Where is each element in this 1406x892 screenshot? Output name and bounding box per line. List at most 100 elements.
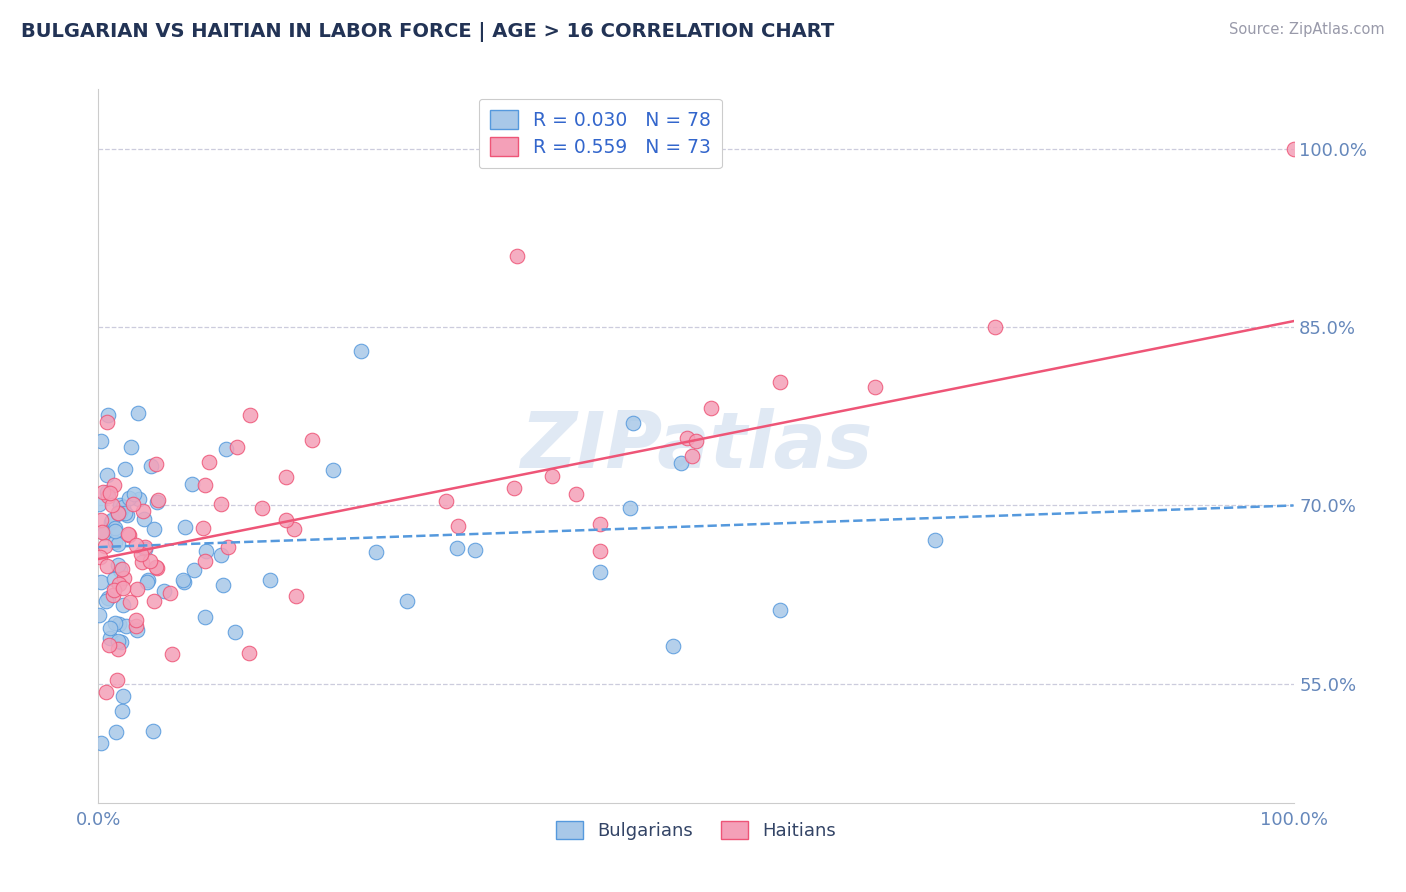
Point xyxy=(768,376,790,390)
Point xyxy=(97,489,120,503)
Point xyxy=(90,513,112,527)
Point xyxy=(350,343,373,358)
Point xyxy=(112,571,135,585)
Point xyxy=(259,573,281,587)
Point xyxy=(107,506,129,520)
Point xyxy=(139,458,162,473)
Point xyxy=(127,582,149,596)
Point xyxy=(160,648,183,662)
Point xyxy=(111,500,134,515)
Point xyxy=(134,540,156,554)
Point xyxy=(104,725,127,739)
Point xyxy=(671,456,693,470)
Point xyxy=(129,547,152,561)
Point xyxy=(117,526,139,541)
Point xyxy=(98,638,121,652)
Point xyxy=(183,563,205,577)
Point xyxy=(172,573,194,587)
Point xyxy=(173,574,195,589)
Point xyxy=(98,621,121,635)
Point xyxy=(136,574,159,588)
Point xyxy=(214,442,236,456)
Point xyxy=(924,533,946,548)
Point xyxy=(108,617,131,632)
Point xyxy=(94,685,117,699)
Point xyxy=(148,493,170,508)
Point xyxy=(238,646,260,660)
Point xyxy=(131,554,153,568)
Point xyxy=(506,249,529,263)
Point xyxy=(90,434,112,449)
Point xyxy=(502,482,524,496)
Point xyxy=(139,554,162,568)
Point xyxy=(98,486,121,500)
Point xyxy=(124,486,146,500)
Point xyxy=(395,594,418,608)
Point xyxy=(105,673,128,688)
Point xyxy=(104,535,127,549)
Point xyxy=(115,508,138,522)
Point xyxy=(283,522,305,536)
Point xyxy=(589,565,612,579)
Point xyxy=(1282,142,1305,156)
Point xyxy=(107,577,129,591)
Point xyxy=(125,623,148,637)
Point xyxy=(173,519,195,533)
Point xyxy=(193,521,215,535)
Point xyxy=(125,538,148,552)
Point xyxy=(274,470,297,484)
Point xyxy=(104,520,127,534)
Point xyxy=(132,504,155,518)
Point xyxy=(194,544,217,558)
Point xyxy=(108,563,131,577)
Point xyxy=(226,440,249,454)
Point xyxy=(446,541,468,556)
Point xyxy=(218,541,240,555)
Point xyxy=(103,572,125,586)
Point xyxy=(464,543,486,558)
Point xyxy=(768,603,790,617)
Text: Source: ZipAtlas.com: Source: ZipAtlas.com xyxy=(1229,22,1385,37)
Point xyxy=(103,582,125,597)
Point xyxy=(101,514,124,528)
Point xyxy=(322,463,344,477)
Point xyxy=(98,631,121,645)
Point xyxy=(224,624,246,639)
Point xyxy=(681,449,703,463)
Point xyxy=(146,495,169,509)
Point xyxy=(145,457,167,471)
Point xyxy=(125,619,148,633)
Point xyxy=(90,736,112,750)
Point xyxy=(198,455,221,469)
Point xyxy=(108,498,131,512)
Point xyxy=(94,593,117,607)
Point xyxy=(364,545,387,559)
Point xyxy=(127,407,149,421)
Point xyxy=(128,491,150,506)
Point xyxy=(107,507,129,521)
Point xyxy=(90,575,112,590)
Point xyxy=(250,500,273,515)
Point xyxy=(865,379,887,393)
Point xyxy=(132,512,155,526)
Point xyxy=(115,619,138,633)
Point xyxy=(101,588,124,602)
Point xyxy=(94,539,117,553)
Point xyxy=(135,574,157,589)
Point xyxy=(110,635,132,649)
Point xyxy=(103,478,125,492)
Point xyxy=(96,415,118,429)
Text: BULGARIAN VS HAITIAN IN LABOR FORCE | AGE > 16 CORRELATION CHART: BULGARIAN VS HAITIAN IN LABOR FORCE | AG… xyxy=(21,22,834,42)
Point xyxy=(89,497,111,511)
Point xyxy=(447,518,470,533)
Point xyxy=(143,593,166,607)
Point xyxy=(685,434,707,449)
Point xyxy=(118,528,141,542)
Point xyxy=(145,561,167,575)
Legend: Bulgarians, Haitians: Bulgarians, Haitians xyxy=(548,814,844,847)
Point xyxy=(118,491,141,505)
Point xyxy=(120,440,142,454)
Point xyxy=(96,467,118,482)
Point xyxy=(142,724,165,739)
Point xyxy=(110,562,132,576)
